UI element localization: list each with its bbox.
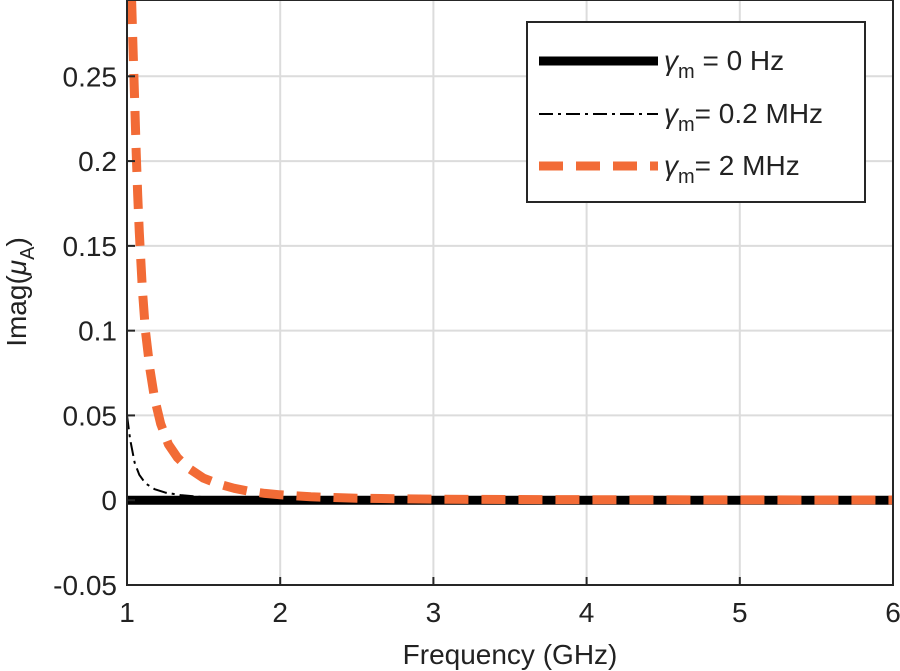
y-axis-label: Imag(μA): [1, 237, 39, 347]
legend-item-series-2: γm= 0.2 MHz: [539, 98, 823, 136]
y-tick-label: 0.05: [63, 400, 118, 431]
legend-sub-series-1: m: [678, 61, 695, 83]
y-tick-label: 0: [101, 485, 117, 516]
legend-label-series-1: γm = 0 Hz: [664, 45, 784, 83]
legend-box: [526, 21, 866, 203]
x-axis-label: Frequency (GHz): [403, 639, 618, 670]
y-tick-label: 0.15: [63, 231, 118, 262]
y-tick-label: 0.2: [78, 146, 117, 177]
x-tick-label: 3: [426, 597, 442, 628]
legend-sub-series-2: m: [678, 114, 695, 136]
legend-symbol-series-1: γ: [664, 45, 680, 76]
y-tick-label: 0.25: [63, 61, 118, 92]
series-line-3: [127, 0, 893, 505]
plot-border: [126, 0, 894, 586]
legend-label-series-3: γm= 2 MHz: [664, 150, 800, 188]
legend-text-series-2: = 0.2 MHz: [695, 98, 823, 129]
y-axis-label-main: Imag(: [1, 275, 32, 347]
x-tick-label: 4: [579, 597, 595, 628]
y-axis-label-symbol: μ: [1, 260, 32, 276]
legend-item-series-3: γm= 2 MHz: [539, 150, 800, 188]
legend-symbol-series-3: γ: [664, 150, 680, 181]
legend-item-series-1: γm = 0 Hz: [539, 45, 784, 83]
legend-text-series-3: = 2 MHz: [695, 150, 800, 181]
x-tick-label: 5: [732, 597, 748, 628]
y-axis-label-subscript: A: [17, 246, 39, 260]
legend-symbol-series-2: γ: [664, 98, 680, 129]
legend-sub-series-3: m: [678, 166, 695, 188]
x-tick-label: 1: [119, 597, 135, 628]
series-group: [127, 0, 893, 505]
legend-label-series-2: γm= 0.2 MHz: [664, 98, 823, 136]
y-tick-label: 0.1: [78, 316, 117, 347]
x-tick-label: 6: [885, 597, 900, 628]
legend-text-series-1: = 0 Hz: [695, 45, 784, 76]
axis-ticks: 1 2 3 4 5 6 -0.05 0 0.05 0.1 0.15 0.2 0.25: [53, 61, 900, 628]
y-tick-label: -0.05: [53, 570, 117, 601]
legend: γm = 0 Hz γm= 0.2 MHz γm= 2 MHz: [526, 21, 866, 203]
x-tick-label: 2: [272, 597, 288, 628]
y-axis-label-close: ): [1, 237, 32, 246]
